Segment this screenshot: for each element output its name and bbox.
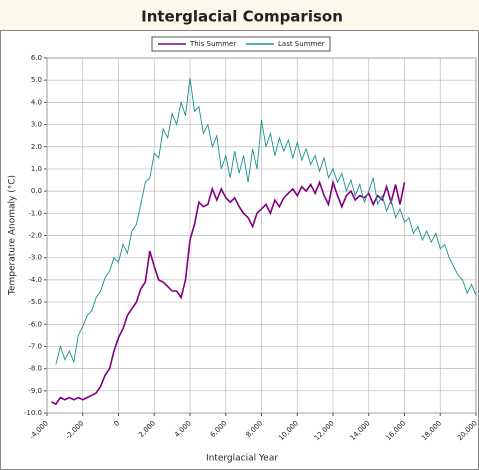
y-tick-label: 4.0	[31, 98, 42, 106]
y-tick-label: 2.0	[31, 143, 42, 151]
y-tick-label: 5.0	[31, 76, 42, 84]
series-line	[51, 179, 406, 406]
legend-label: This Summer	[189, 40, 236, 48]
y-tick-label: 1.0	[31, 165, 42, 173]
y-axis-label: Temperature Anomaly (°C)	[8, 175, 18, 296]
y-tick-label: 0.0	[31, 187, 42, 195]
y-tick-label: -2.0	[28, 232, 42, 240]
y-tick-label: -8.0	[28, 365, 42, 373]
legend-box	[151, 36, 331, 52]
y-tick-label: -4.0	[28, 276, 42, 284]
y-tick-label: 3.0	[31, 121, 42, 129]
x-axis-label: Interglacial Year	[206, 454, 278, 464]
chart-title: Interglacial Comparison	[141, 8, 343, 26]
y-tick-label: -3.0	[28, 254, 42, 262]
y-tick-label: -6.0	[28, 320, 42, 328]
title-band	[0, 0, 479, 30]
series-line	[55, 77, 477, 365]
y-tick-label: -1.0	[28, 209, 42, 217]
y-tick-label: -9.0	[28, 387, 42, 395]
x-tick-label: 0	[113, 419, 122, 428]
legend-label: Last Summer	[278, 40, 325, 48]
y-tick-label: -5.0	[28, 298, 42, 306]
y-tick-label: -7.0	[28, 342, 42, 350]
y-tick-label: -10.0	[24, 409, 42, 417]
y-tick-label: 6.0	[31, 54, 42, 62]
